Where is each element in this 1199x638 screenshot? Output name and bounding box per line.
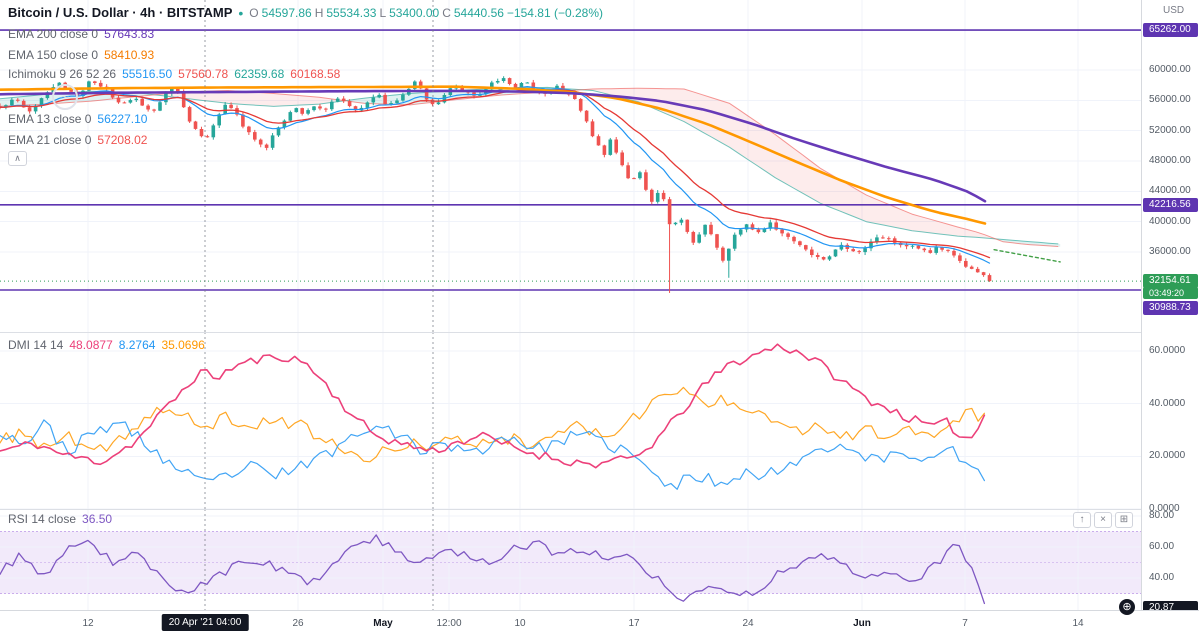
crosshair-time-badge: 20 Apr '21 04:00 [161, 614, 249, 631]
ema21-label[interactable]: EMA 21 close 0 [8, 133, 92, 147]
price-axis-label: 40.0000 [1149, 397, 1186, 409]
dmi-label[interactable]: DMI 14 14 [8, 338, 64, 352]
rsi-value: 36.50 [82, 512, 113, 526]
time-axis-label: 10 [514, 618, 526, 629]
currency-label[interactable]: USD [1163, 5, 1185, 16]
ema150-label[interactable]: EMA 150 close 0 [8, 48, 99, 62]
time-axis-label: Jun [853, 618, 871, 629]
ema200-value: 57643.83 [104, 27, 155, 41]
price-axis-label: 44000.00 [1149, 185, 1191, 197]
collapse-legend-button[interactable]: ∧ [8, 151, 27, 166]
dmi-pane-canvas[interactable] [0, 332, 1141, 509]
price-axis-label: 52000.00 [1149, 124, 1191, 136]
pane-close-button[interactable]: × [1094, 512, 1112, 528]
legend-row-ema13: EMA 13 close 0 56227.10 [8, 112, 147, 126]
open-value: 54597.86 [261, 5, 312, 20]
dmi-adx-value: 48.0877 [69, 338, 113, 352]
price-axis-badge: 42216.56 [1143, 197, 1198, 212]
low-label: L [379, 5, 387, 20]
price-axis-label: 40.00 [1149, 572, 1175, 583]
rsi-label[interactable]: RSI 14 close [8, 512, 77, 526]
time-axis[interactable]: 12 26 May 12:00 10 17 24 Jun 7 14 20 Apr '21 04:00 [0, 610, 1199, 638]
price-axis-badge: 65262.00 [1143, 23, 1198, 38]
ichimoku-value-1: 55516.50 [122, 67, 173, 81]
add-alert-icon[interactable]: ⊕ [1119, 599, 1135, 615]
legend-row-ema200: EMA 200 close 0 57643.83 [8, 27, 154, 41]
market-status-icon[interactable]: • [238, 4, 244, 21]
rsi-pane-canvas[interactable] [0, 509, 1141, 610]
high-value: 55534.33 [326, 5, 377, 20]
symbol-legend-row: Bitcoin / U.S. Dollar · 4h · BITSTAMP • … [8, 5, 603, 20]
legend-row-rsi: RSI 14 close 36.50 [8, 512, 112, 526]
price-change: −154.81 (−0.28%) [506, 5, 603, 20]
price-axis-badge: 30988.73 [1143, 301, 1198, 315]
time-axis-label: May [373, 618, 393, 629]
pane-maximize-button[interactable]: ⊞ [1115, 512, 1133, 528]
price-axis-label: 36000.00 [1149, 245, 1191, 257]
price-axis-label: 0.0000 [1149, 503, 1180, 514]
pane-move-up-button[interactable]: ↑ [1073, 512, 1091, 528]
time-axis-label: 7 [962, 618, 968, 629]
time-axis-label: 12 [82, 618, 94, 629]
symbol-title[interactable]: Bitcoin / U.S. Dollar · 4h · BITSTAMP [8, 5, 233, 20]
ema13-label[interactable]: EMA 13 close 0 [8, 112, 92, 126]
ichimoku-label[interactable]: Ichimoku 9 26 52 26 [8, 67, 117, 81]
price-axis-label: 40000.00 [1149, 215, 1191, 227]
chart-panes: Bitcoin / U.S. Dollar · 4h · BITSTAMP • … [0, 0, 1141, 615]
ichimoku-value-2: 57560.78 [178, 67, 229, 81]
legend-row-dmi: DMI 14 14 48.0877 8.2764 35.0696 [8, 338, 205, 352]
price-axis-badge: 03:49:20 [1143, 287, 1198, 300]
close-value: 54440.56 [453, 5, 504, 20]
ema13-value: 56227.10 [97, 112, 148, 126]
ema150-value: 58410.93 [104, 48, 155, 62]
time-axis-label: 12:00 [436, 618, 462, 629]
legend-row-ichimoku: Ichimoku 9 26 52 26 55516.50 57560.78 62… [8, 67, 340, 81]
price-axis-label: 20.0000 [1149, 450, 1186, 462]
time-axis-label: 14 [1072, 618, 1084, 629]
price-axis-label: 60.0000 [1149, 344, 1186, 356]
pane-divider[interactable] [0, 332, 1141, 333]
close-label: C [442, 5, 451, 20]
legend-row-ema150: EMA 150 close 0 58410.93 [8, 48, 154, 62]
ema21-value: 57208.02 [97, 133, 148, 147]
low-value: 53400.00 [389, 5, 440, 20]
time-axis-label: 24 [742, 618, 754, 629]
tradingview-watermark-icon: ~ [52, 84, 78, 110]
open-label: O [249, 5, 259, 20]
ema200-label[interactable]: EMA 200 close 0 [8, 27, 99, 41]
price-axis-label: 80.00 [1149, 510, 1175, 521]
price-pane-canvas[interactable] [0, 0, 1141, 332]
high-label: H [314, 5, 324, 20]
pane-divider[interactable] [0, 509, 1141, 510]
price-axis-label: 60000.00 [1149, 64, 1191, 75]
price-axis-label: 56000.00 [1149, 94, 1191, 106]
dmi-plus-di-value: 8.2764 [118, 338, 156, 352]
time-axis-label: 26 [292, 618, 304, 629]
price-axis-label: 48000.00 [1149, 154, 1191, 166]
ohlc-readout: O 54597.86 H 55534.33 L 53400.00 C 54440.56 … [249, 6, 603, 20]
price-axis-badge: 32154.61 [1143, 274, 1198, 289]
ichimoku-value-3: 62359.68 [234, 67, 285, 81]
ichimoku-value-4: 60168.58 [290, 67, 341, 81]
time-axis-label: 17 [628, 618, 640, 629]
price-axis[interactable]: USD 60000.00 56000.00 52000.00 48000.00 4400… [1141, 0, 1199, 615]
price-axis-label: 60.00 [1149, 541, 1175, 552]
dmi-minus-di-value: 35.0696 [161, 338, 205, 352]
legend-row-ema21: EMA 21 close 0 57208.02 [8, 133, 147, 147]
